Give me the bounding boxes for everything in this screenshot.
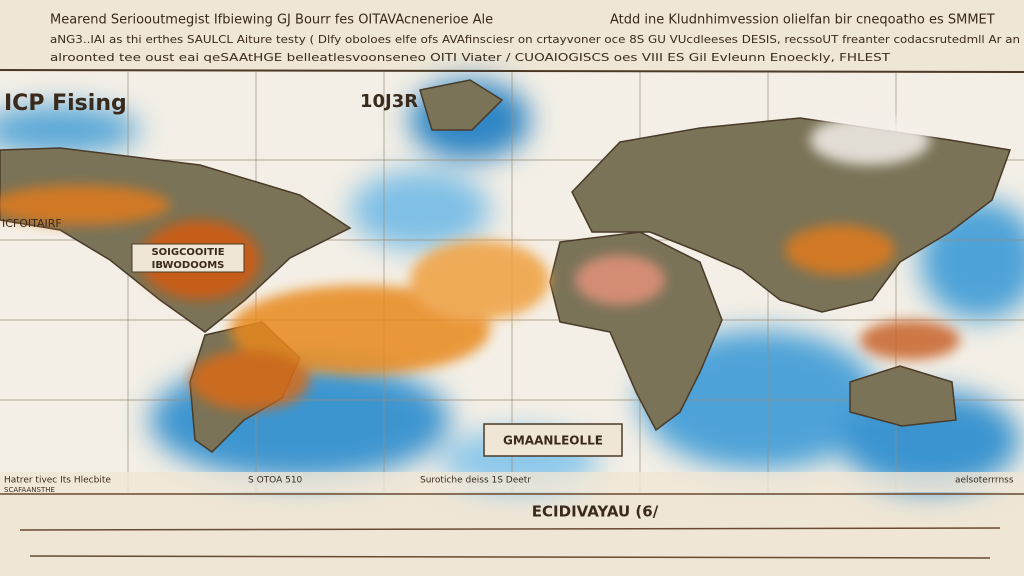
eurasia xyxy=(571,117,1012,313)
heat-patch xyxy=(410,240,550,320)
map-label: IBWODOOMS xyxy=(152,260,225,271)
header-text: aNG3..IAl as thi erthes SAULCL Aiture te… xyxy=(50,34,1020,46)
caption-strip xyxy=(0,472,1024,492)
header: Mearend Seriooutmegist Ifbiewing GJ Bour… xyxy=(0,13,1024,73)
cloud xyxy=(810,115,930,165)
ocean-patch xyxy=(350,170,490,250)
divider xyxy=(0,69,1024,73)
map-label: SCAFAANSTHE xyxy=(4,486,55,494)
map-label: ICFOITAIRF xyxy=(2,217,62,230)
map-label: ICP Fising xyxy=(4,91,127,116)
heat-patch xyxy=(230,285,490,375)
greenland xyxy=(419,79,504,131)
heat-patch xyxy=(0,185,170,225)
heat-patch xyxy=(860,320,960,360)
map-label: GMAANLEOLLE xyxy=(503,434,603,448)
heat-patch xyxy=(575,255,665,305)
map-label: Surotiche deiss 1S Deetr xyxy=(420,476,531,486)
footer: ECIDIVAYAU (6/ xyxy=(0,493,1024,559)
header-text: Mearend Seriooutmegist Ifbiewing GJ Bour… xyxy=(50,13,493,28)
heat-shading xyxy=(0,185,960,410)
legend-title: ECIDIVAYAU (6/ xyxy=(532,503,659,521)
label-box xyxy=(483,423,623,457)
map: ICP Fising 10J3R ICFOITAIRF SOIGCOOITIE … xyxy=(0,72,1024,494)
heat-patch xyxy=(785,225,895,275)
heat-patch xyxy=(190,350,310,410)
map-label: aelsoterrrnss xyxy=(955,476,1014,486)
map-label: 10J3R xyxy=(360,91,418,112)
map-label: S OTOA 510 xyxy=(248,476,303,486)
label-box xyxy=(131,243,245,273)
australia xyxy=(849,365,957,427)
footer-line xyxy=(29,555,991,559)
map-label: Hatrer tivec Its Hlecbite xyxy=(4,476,111,486)
ocean-patch xyxy=(0,105,140,155)
header-text: alroonted tee oust eai qeSAAtHGE belleat… xyxy=(50,52,891,64)
map-label: SOIGCOOITIE xyxy=(151,247,224,258)
header-text: Atdd ine Kludnhimvession olielfan bir cn… xyxy=(610,13,995,28)
footer-line xyxy=(19,527,1001,531)
